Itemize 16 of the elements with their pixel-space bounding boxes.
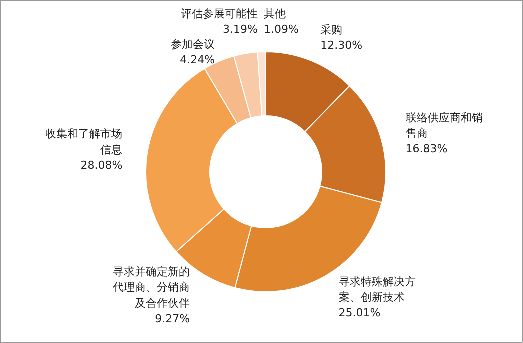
data-label: 4.24% <box>180 54 216 67</box>
slice-label: 寻求并确定新的代理商、分销商及合作伙伴 <box>112 266 190 310</box>
slice-label: 参加会议 <box>171 38 216 52</box>
slice-label: 其他 <box>264 7 286 20</box>
data-label: 3.19% <box>223 23 258 36</box>
data-label: 1.09% <box>264 23 299 36</box>
slice-label: 寻求特殊解决方案、创新技术 <box>338 275 416 304</box>
data-label: 12.30% <box>320 38 363 52</box>
data-label: 9.27% <box>155 312 190 326</box>
slice-label: 评估参展可能性 <box>181 7 258 20</box>
slice-label: 收集和了解市场信息 <box>46 128 123 156</box>
data-label: 25.01% <box>338 306 381 320</box>
slice-label: 采购 <box>320 23 343 36</box>
data-label: 16.83% <box>406 142 448 156</box>
slice-label: 联络供应商和销售商 <box>406 111 483 140</box>
data-label: 28.08% <box>80 158 123 172</box>
